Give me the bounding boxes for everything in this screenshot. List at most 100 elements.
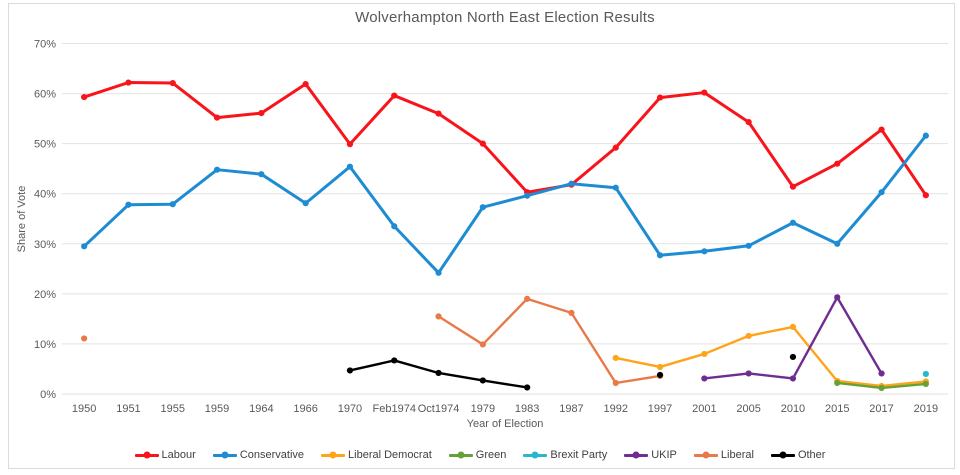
data-point-labour <box>169 79 176 87</box>
data-point-conservative <box>701 248 708 255</box>
x-tick-label: 1992 <box>604 403 628 415</box>
data-point-labour <box>789 183 797 190</box>
x-tick-label: 1955 <box>161 403 185 415</box>
data-point-liberal <box>479 341 486 348</box>
x-tick-label: Feb1974 <box>373 403 416 415</box>
legend-item-other: Other <box>770 449 826 461</box>
x-tick-label: 2005 <box>736 403 760 415</box>
y-tick-label: 10% <box>34 339 56 351</box>
data-point-conservative <box>568 180 575 187</box>
data-point-conservative <box>612 184 619 191</box>
data-point-labour <box>656 94 664 101</box>
x-tick-label: 1951 <box>116 403 140 415</box>
legend-label: Green <box>475 449 507 461</box>
data-point-conservative <box>745 242 752 249</box>
series-line-conservative <box>82 134 928 275</box>
legend-label: Brexit Party <box>550 449 608 461</box>
legend-label: Liberal <box>720 449 754 461</box>
data-point-green <box>834 379 841 387</box>
data-point-conservative <box>922 132 929 139</box>
x-axis-title: Year of Election <box>466 418 544 430</box>
data-point-liberal <box>568 309 575 316</box>
data-point-ukip <box>701 375 708 382</box>
data-point-green <box>922 380 929 388</box>
data-point-other <box>789 353 797 361</box>
data-point-conservative <box>391 223 398 230</box>
y-tick-label: 30% <box>34 239 56 251</box>
legend-marker-icon <box>624 451 649 459</box>
x-tick-label: 1997 <box>648 403 672 415</box>
x-tick-label: Oct1974 <box>418 403 460 415</box>
data-point-green <box>878 384 885 392</box>
data-point-liberal <box>435 313 442 320</box>
x-tick-label: 1966 <box>293 403 317 415</box>
legend-marker-icon <box>212 451 237 459</box>
data-point-labour <box>258 109 265 117</box>
data-point-other <box>391 357 398 364</box>
series-line-liberal <box>437 297 662 385</box>
data-point-conservative <box>656 252 664 259</box>
data-point-liberal-democrat <box>701 350 708 358</box>
x-tick-label: 1970 <box>338 403 362 415</box>
data-point-ukip <box>745 370 752 377</box>
legend-item-liberal-democrat: Liberal Democrat <box>321 449 432 461</box>
legend: Labour Conservative Liberal Democrat Green B… <box>0 449 960 461</box>
data-point-liberal <box>81 335 88 342</box>
y-tick-label: 50% <box>34 139 56 151</box>
legend-marker-icon <box>134 451 159 459</box>
data-point-conservative <box>524 192 531 199</box>
x-tick-label: 1983 <box>515 403 539 415</box>
data-point-other <box>346 367 354 374</box>
x-tick-label: 2001 <box>692 403 716 415</box>
data-point-conservative <box>125 201 132 208</box>
data-point-liberal <box>612 379 619 387</box>
data-point-ukip <box>834 294 841 301</box>
x-tick-label: 1959 <box>205 403 229 415</box>
legend-item-green: Green <box>448 449 507 461</box>
x-tick-label: 1964 <box>249 403 273 415</box>
data-point-conservative <box>878 189 885 196</box>
x-tick-label: 2010 <box>781 403 805 415</box>
legend-item-liberal: Liberal <box>693 449 754 461</box>
data-point-brexit-party <box>922 370 929 378</box>
data-point-ukip <box>789 375 797 382</box>
data-point-labour <box>391 92 398 99</box>
data-point-other <box>435 369 442 377</box>
legend-marker-icon <box>448 451 473 459</box>
data-point-other <box>656 371 664 379</box>
y-tick-label: 20% <box>34 289 56 301</box>
data-point-conservative <box>789 219 797 226</box>
x-tick-label: 2015 <box>825 403 849 415</box>
series-line-labour <box>82 81 928 197</box>
series-line-liberal-democrat <box>614 325 928 388</box>
data-point-labour <box>81 93 88 101</box>
y-tick-label: 70% <box>34 39 56 51</box>
data-point-other <box>479 377 486 384</box>
legend-item-conservative: Conservative <box>212 449 305 461</box>
legend-label: UKIP <box>651 449 677 461</box>
data-point-labour <box>922 192 929 199</box>
legend-marker-icon <box>523 451 548 459</box>
data-point-labour <box>346 141 354 148</box>
data-point-liberal-democrat <box>745 332 752 340</box>
legend-item-labour: Labour <box>134 449 196 461</box>
data-point-ukip <box>878 370 885 377</box>
legend-label: Conservative <box>239 449 305 461</box>
data-point-labour <box>479 140 486 147</box>
legend-label: Other <box>797 449 826 461</box>
data-point-liberal-democrat <box>789 323 797 331</box>
data-point-conservative <box>302 200 309 207</box>
data-point-labour <box>435 110 442 117</box>
data-point-conservative <box>834 240 841 247</box>
data-point-conservative <box>258 171 265 178</box>
data-point-conservative <box>169 201 176 208</box>
x-tick-label: 2019 <box>914 403 938 415</box>
x-tick-label: 1987 <box>559 403 583 415</box>
chart-title: Wolverhampton North East Election Result… <box>355 9 655 26</box>
x-tick-label: 1950 <box>72 403 96 415</box>
data-point-conservative <box>435 269 442 276</box>
data-point-labour <box>745 119 752 126</box>
x-tick-label: 1979 <box>471 403 495 415</box>
legend-label: Liberal Democrat <box>348 449 432 461</box>
data-point-labour <box>302 80 309 88</box>
